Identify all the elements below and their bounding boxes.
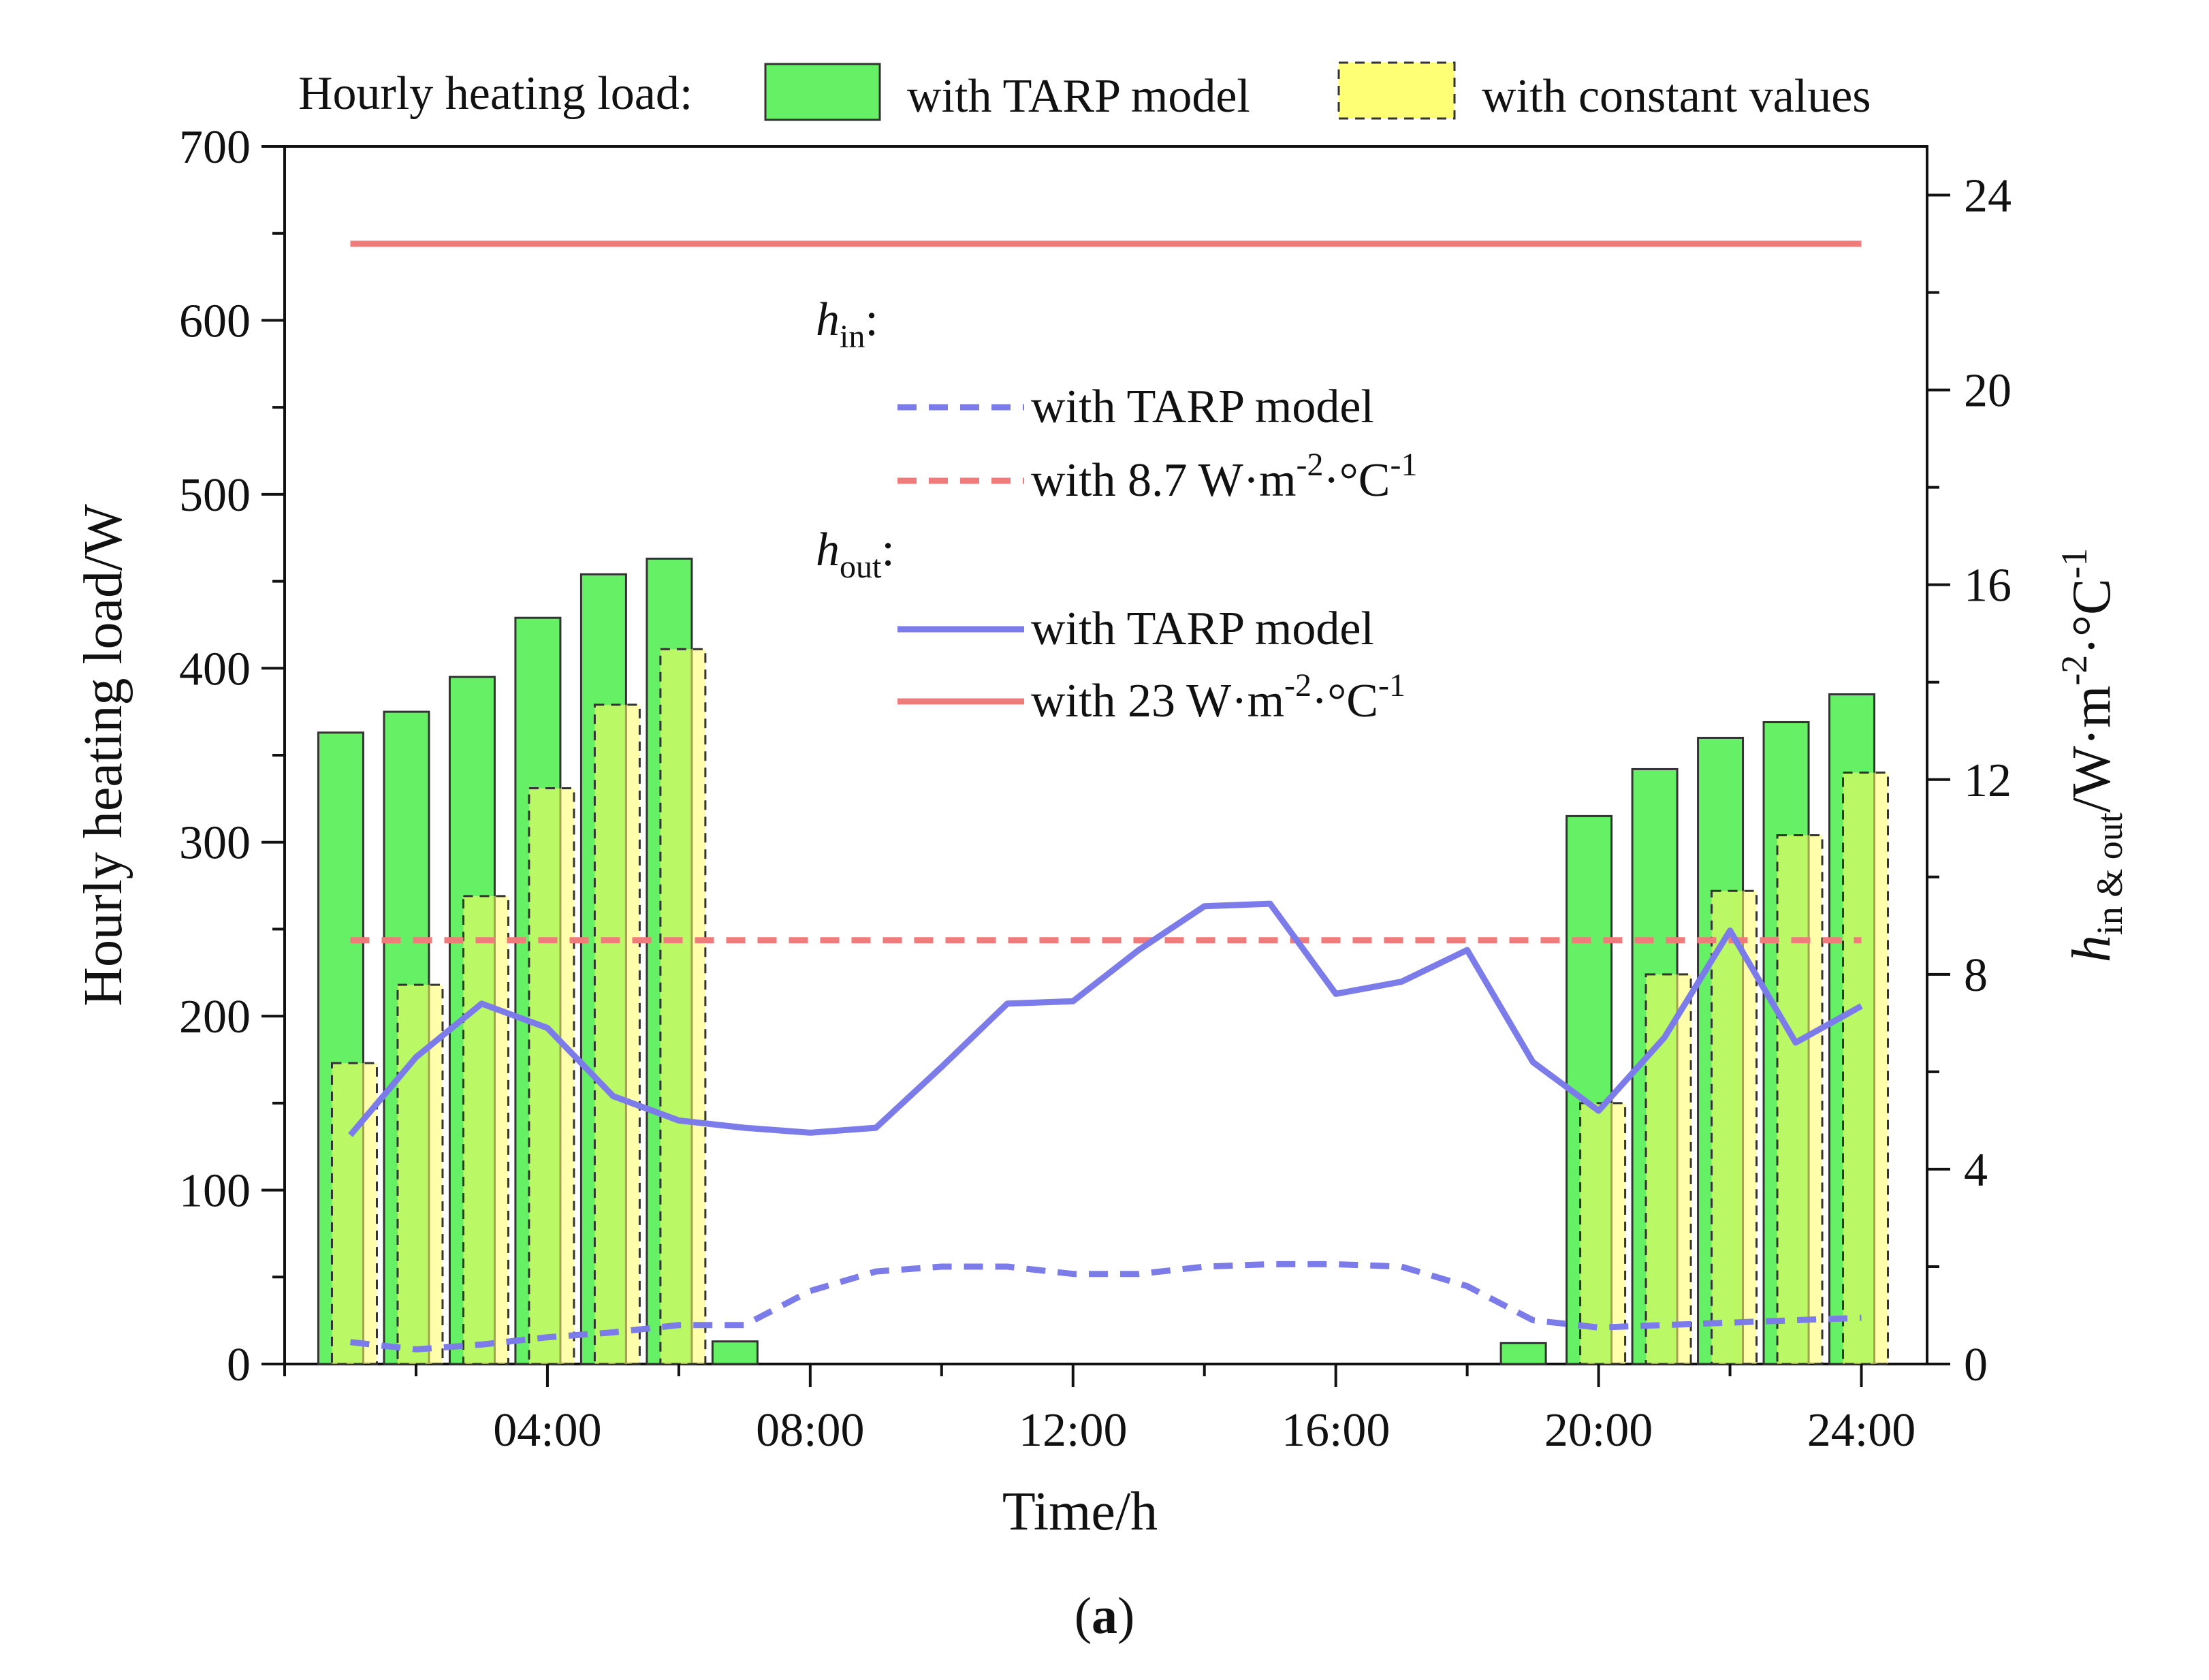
bar-constant [528, 787, 575, 1365]
legend-swatch-constant [1337, 61, 1456, 120]
x-tick-label: 16:00 [1282, 1404, 1390, 1457]
right-title-sup1: -2 [2054, 655, 2095, 686]
legend-swatch-tarp [764, 63, 881, 121]
y-left-tick-label: 300 [179, 817, 251, 870]
legend-label-hout-const: with 23 W·m-2·°C-1 [1031, 667, 1405, 727]
right-title-h: h [2062, 935, 2122, 962]
y-left-tick-label: 400 [179, 643, 251, 695]
bar-tarp [711, 1340, 759, 1365]
bar-constant [1776, 834, 1824, 1365]
y-right-tick-label: 16 [1964, 560, 2012, 612]
y-right-tick-label: 4 [1964, 1144, 1988, 1196]
y-left-tick-label: 700 [179, 121, 251, 174]
y-axis-right-title: hin & out/W·m-2·°C-1 [2054, 548, 2130, 963]
panel-label-letter: a [1092, 1587, 1117, 1645]
bar-constant [1711, 889, 1758, 1365]
bar-constant [1579, 1102, 1627, 1365]
right-title-sub: in & out [2089, 812, 2130, 935]
bar-tarp [1499, 1342, 1547, 1365]
y-right-tick-label: 24 [1964, 170, 2012, 223]
x-axis-title: Time/h [1002, 1482, 1158, 1542]
legend-label-tarp: with TARP model [907, 70, 1250, 123]
legend-top: Hourly heating load: with TARP model wit… [298, 61, 1871, 123]
right-title-mid: ·°C [2062, 579, 2122, 655]
y-right-tick-label: 20 [1964, 365, 2012, 417]
lines-layer [348, 240, 1863, 1352]
y-left-tick-label: 0 [227, 1339, 251, 1391]
bar-constant [462, 895, 509, 1365]
legend-h-out-heading: hout: [816, 524, 895, 585]
y-right-tick-label: 8 [1964, 949, 1988, 1002]
x-tick-label: 12:00 [1019, 1404, 1127, 1457]
y-axis-left-title: Hourly heating load/W [74, 504, 133, 1007]
y-left-tick-label: 500 [179, 469, 251, 522]
legend-label-hin-const: with 8.7 W·m-2·°C-1 [1031, 447, 1417, 507]
right-title-unit: /W·m [2062, 686, 2122, 813]
bar-constant [1842, 772, 1890, 1365]
line-series-1 [350, 1261, 1862, 1352]
line-series-3 [348, 900, 1863, 1137]
legend-label-hout-tarp: with TARP model [1031, 603, 1374, 655]
y-right-tick-label: 12 [1964, 755, 2012, 807]
legend-label-hin-tarp: with TARP model [1031, 381, 1374, 433]
panel-label-open: ( [1074, 1587, 1092, 1645]
y-left-tick-label: 100 [179, 1165, 251, 1218]
legend-label-constant: with constant values [1482, 70, 1871, 123]
x-tick-label: 04:00 [493, 1404, 601, 1457]
bar-constant [593, 703, 641, 1365]
x-tick-label: 24:00 [1807, 1404, 1916, 1457]
bar-constant [1644, 973, 1692, 1365]
axes-layer: 0 100 200 300 400 500 600 700 0 4 8 12 16 20 24 04:00 08… [179, 121, 2012, 1457]
legend-top-title: Hourly heating load: [298, 67, 693, 120]
y-left-tick-label: 600 [179, 295, 251, 347]
y-left-tick-label: 200 [179, 991, 251, 1043]
bars-layer [317, 557, 1890, 1365]
panel-label: (a) [0, 1587, 2209, 1646]
x-tick-label: 20:00 [1544, 1404, 1653, 1457]
legend-inner: hin: with TARP model with 8.7 W·m-2·°C-1… [816, 294, 1417, 727]
panel-label-close: ) [1117, 1587, 1135, 1645]
bar-constant [396, 983, 444, 1365]
x-tick-label: 08:00 [756, 1404, 864, 1457]
legend-h-in-heading: hin: [816, 294, 878, 355]
bar-constant [659, 648, 707, 1365]
right-title-sup2: -1 [2054, 548, 2095, 579]
y-right-tick-label: 0 [1964, 1339, 1988, 1391]
